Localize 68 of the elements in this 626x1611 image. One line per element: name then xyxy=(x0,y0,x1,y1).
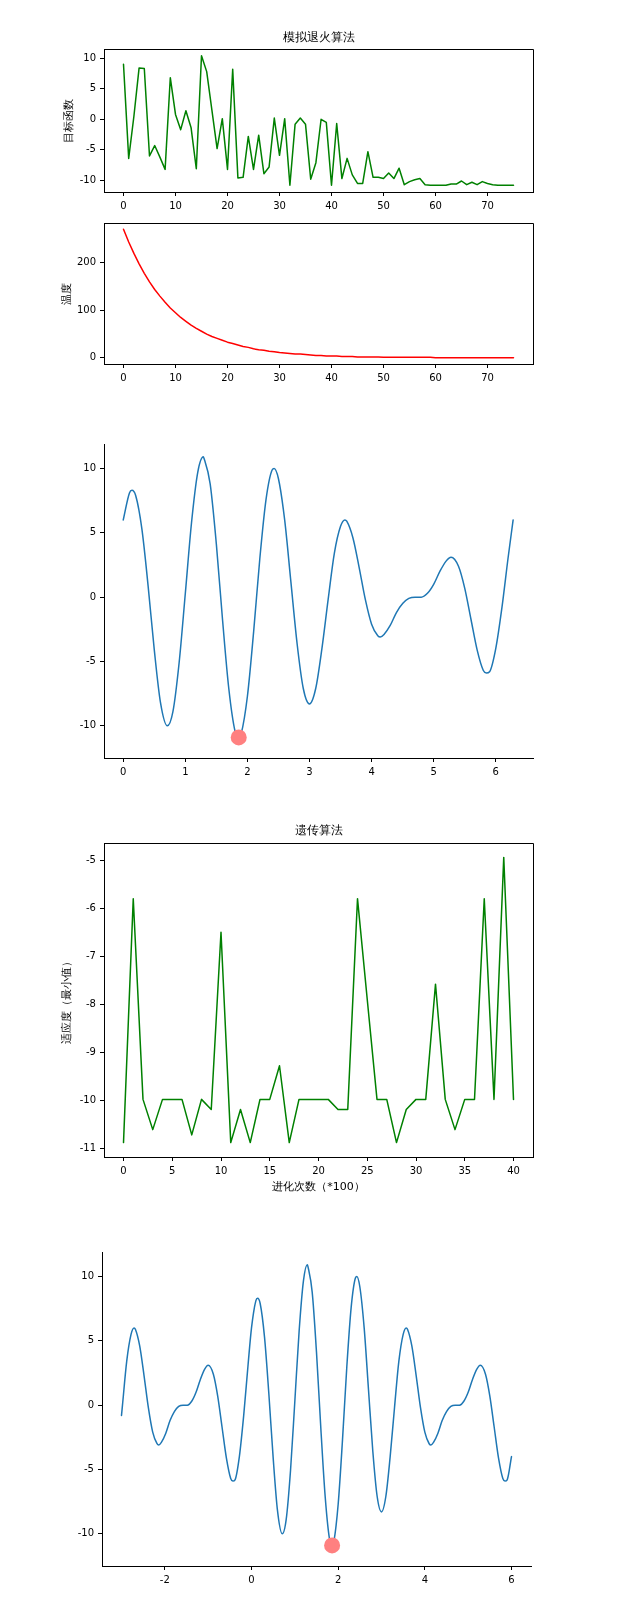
x-tick-label: 2 xyxy=(334,1573,342,1585)
y-tick-label: 0 xyxy=(87,1398,94,1410)
chart-title: 模拟退火算法 xyxy=(282,30,355,45)
y-tick-label: -5 xyxy=(86,853,96,865)
y-axis-title: 温度 xyxy=(59,282,73,305)
x-tick-label: 35 xyxy=(458,1164,472,1176)
x-tick-label: 70 xyxy=(481,371,494,383)
x-tick-label: 40 xyxy=(507,1164,520,1176)
x-tick-label: 30 xyxy=(273,199,286,211)
x-tick-label: 1 xyxy=(182,765,189,777)
x-tick-label: 30 xyxy=(273,371,286,383)
y-tick-label: -5 xyxy=(84,1463,94,1475)
y-tick-label: -7 xyxy=(86,949,96,961)
x-tick-label: 6 xyxy=(492,765,499,777)
x-tick-label: 6 xyxy=(508,1573,515,1585)
y-tick-label: 0 xyxy=(89,351,96,363)
y-tick-label: -5 xyxy=(86,143,96,155)
y-tick-label: 5 xyxy=(89,526,96,538)
y-tick-label: -10 xyxy=(77,1527,94,1539)
y-axis-title: 目标函数 xyxy=(61,98,75,143)
x-tick-label: 50 xyxy=(377,371,390,383)
y-tick-label: 0 xyxy=(89,112,96,124)
x-tick-label: 10 xyxy=(169,199,182,211)
y-tick-label: 5 xyxy=(87,1334,94,1346)
y-tick-label: -11 xyxy=(79,1141,96,1153)
x-tick-label: 60 xyxy=(429,371,442,383)
y-tick-label: 10 xyxy=(83,51,96,63)
y-tick-label: -6 xyxy=(86,901,96,913)
x-tick-label: 3 xyxy=(306,765,313,777)
x-tick-label: 0 xyxy=(248,1573,255,1585)
y-tick-label: -5 xyxy=(86,655,96,667)
x-tick-label: 5 xyxy=(430,765,437,777)
chart-title: 遗传算法 xyxy=(294,823,343,838)
x-tick-label: 10 xyxy=(169,371,182,383)
x-tick-label: 20 xyxy=(221,371,234,383)
y-tick-label: 10 xyxy=(81,1270,94,1282)
x-tick-label: 30 xyxy=(409,1164,423,1176)
y-tick-label: 0 xyxy=(89,590,96,602)
x-tick-label: 40 xyxy=(325,371,338,383)
x-tick-label: 0 xyxy=(120,371,127,383)
y-tick-label: -10 xyxy=(79,1093,96,1105)
y-tick-label: 10 xyxy=(83,462,96,474)
y-tick-label: 100 xyxy=(76,303,96,315)
y-axis-title: 适应度（最小值） xyxy=(59,956,73,1044)
x-tick-label: 70 xyxy=(481,199,494,211)
y-tick-label: 200 xyxy=(76,256,96,268)
x-tick-label: 4 xyxy=(368,765,375,777)
y-tick-label: 5 xyxy=(89,82,96,94)
x-tick-label: -2 xyxy=(159,1573,170,1585)
y-tick-label: -10 xyxy=(79,719,96,731)
x-tick-label: 20 xyxy=(221,199,234,211)
x-tick-label: 40 xyxy=(325,199,338,211)
x-tick-label: 25 xyxy=(360,1164,374,1176)
x-tick-label: 20 xyxy=(312,1164,325,1176)
x-tick-label: 60 xyxy=(429,199,442,211)
y-tick-label: -10 xyxy=(79,173,96,185)
y-tick-label: -9 xyxy=(86,1045,96,1057)
x-tick-label: 0 xyxy=(120,765,127,777)
y-tick-label: -8 xyxy=(86,997,96,1009)
x-tick-label: 15 xyxy=(263,1164,277,1176)
x-tick-label: 0 xyxy=(120,199,127,211)
x-axis-title: 进化次数（*100） xyxy=(272,1179,365,1193)
x-tick-label: 4 xyxy=(421,1573,429,1585)
x-tick-label: 5 xyxy=(169,1164,176,1176)
x-tick-label: 0 xyxy=(120,1164,127,1176)
x-tick-label: 2 xyxy=(244,765,251,777)
x-tick-label: 50 xyxy=(377,199,390,211)
x-tick-label: 10 xyxy=(214,1164,228,1176)
